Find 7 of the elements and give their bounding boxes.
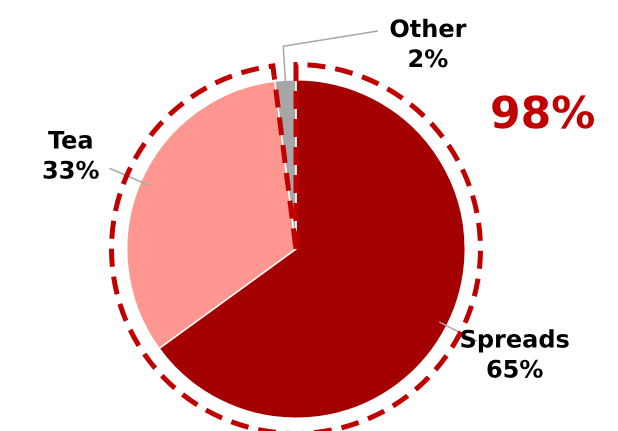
slice-label: Spreads	[460, 325, 570, 354]
slice-label: Other	[389, 15, 467, 44]
data-label: 33%	[42, 156, 100, 184]
text: 98%	[490, 88, 596, 139]
data-label: 65%	[486, 355, 544, 384]
data-label: 2%	[408, 45, 448, 74]
slice-label: Tea	[48, 126, 94, 154]
